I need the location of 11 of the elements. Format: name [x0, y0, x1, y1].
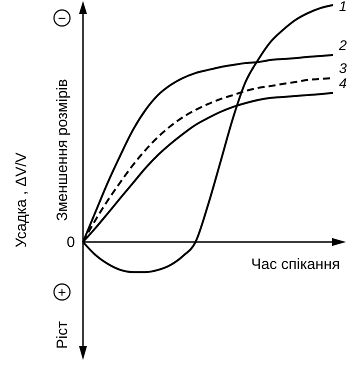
- text: Зменшення розмірів: [54, 79, 71, 221]
- y-axis-title: Усадка , ΔV/V: [13, 152, 30, 248]
- series-label: 4: [339, 74, 347, 91]
- series-label: 2: [338, 37, 347, 54]
- series-label: 3: [339, 60, 347, 76]
- text: 0: [66, 234, 75, 251]
- x-axis-title: Час спікання: [251, 256, 340, 273]
- text: +: [58, 284, 66, 300]
- text: −: [58, 10, 66, 26]
- series-label: 1: [339, 0, 347, 14]
- text: Ріст: [54, 321, 71, 349]
